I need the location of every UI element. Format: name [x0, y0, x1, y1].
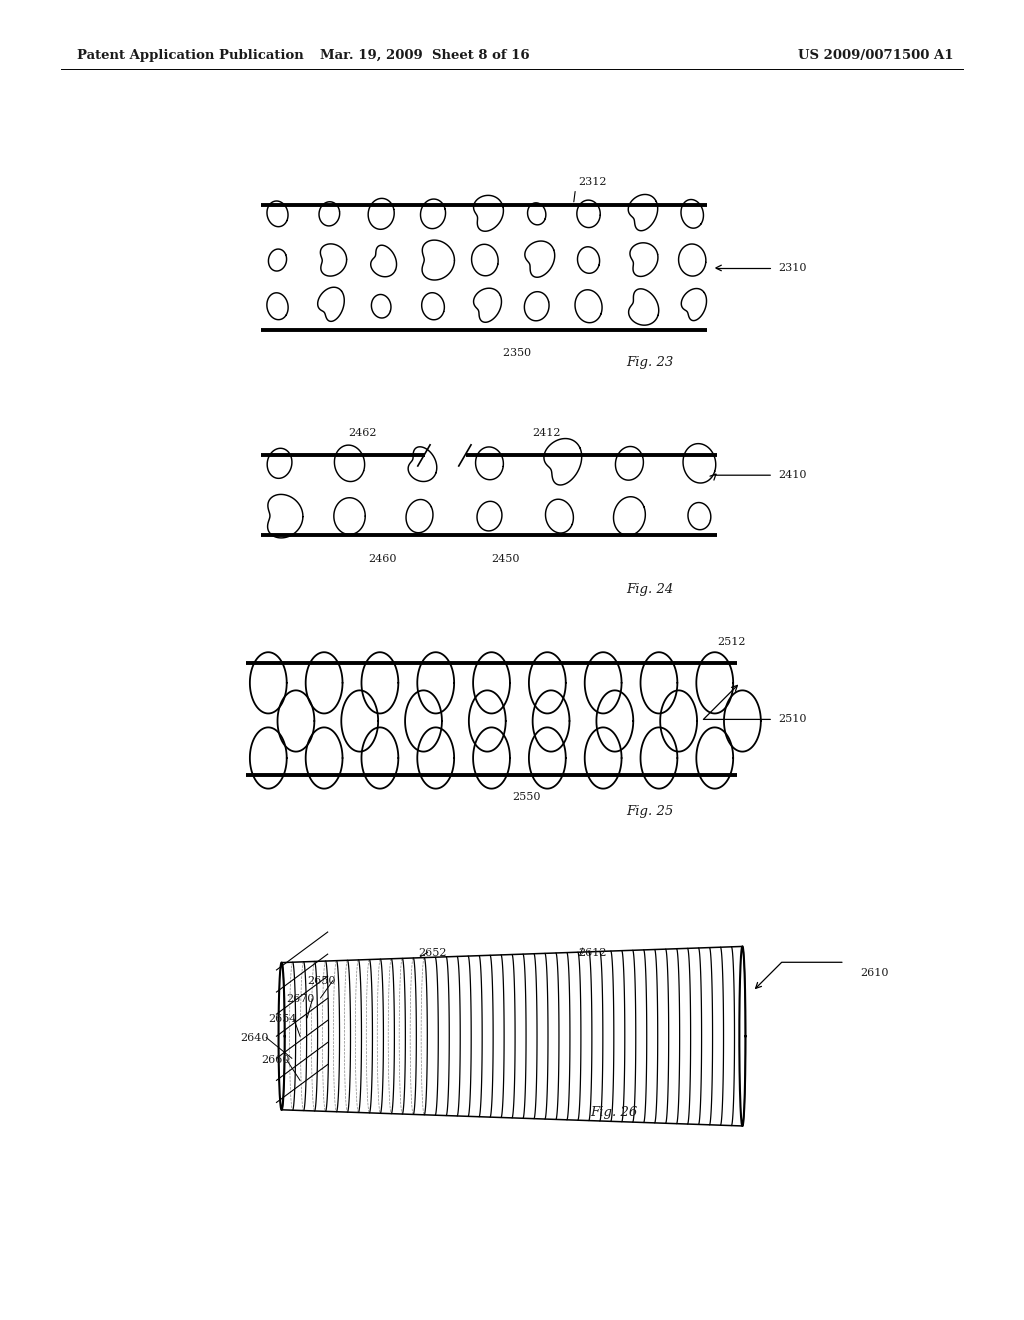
Text: 2652: 2652: [418, 948, 446, 958]
Text: 2450: 2450: [492, 554, 520, 565]
Text: 2460: 2460: [369, 554, 397, 565]
Text: 2670: 2670: [287, 994, 315, 1005]
Text: Patent Application Publication: Patent Application Publication: [77, 49, 303, 62]
Text: Fig. 23: Fig. 23: [627, 356, 674, 370]
Text: 2410: 2410: [778, 470, 807, 480]
Text: 2510: 2510: [778, 714, 807, 725]
Text: 2612: 2612: [579, 948, 607, 958]
Text: Fig. 24: Fig. 24: [627, 583, 674, 597]
Text: $\mathregular{2350}$: $\mathregular{2350}$: [502, 346, 531, 358]
Text: 2312: 2312: [579, 177, 607, 187]
Text: 2310: 2310: [778, 263, 807, 273]
Text: 2610: 2610: [860, 968, 889, 978]
Text: Fig. 26: Fig. 26: [590, 1106, 637, 1119]
Text: 2550: 2550: [512, 792, 541, 803]
Text: 2412: 2412: [532, 428, 561, 438]
Text: 2640: 2640: [241, 1032, 269, 1043]
Text: 2654: 2654: [268, 1014, 297, 1024]
Text: 2462: 2462: [348, 428, 377, 438]
Text: 2660: 2660: [261, 1055, 290, 1065]
Text: Fig. 25: Fig. 25: [627, 805, 674, 818]
Text: Mar. 19, 2009  Sheet 8 of 16: Mar. 19, 2009 Sheet 8 of 16: [321, 49, 529, 62]
Text: 2650: 2650: [307, 975, 336, 986]
Text: US 2009/0071500 A1: US 2009/0071500 A1: [798, 49, 953, 62]
Text: 2512: 2512: [717, 636, 745, 647]
